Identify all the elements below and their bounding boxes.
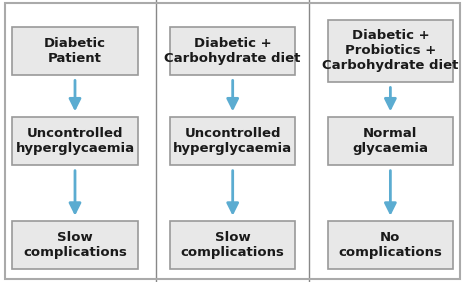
FancyBboxPatch shape [170,117,295,165]
Text: Uncontrolled
hyperglycaemia: Uncontrolled hyperglycaemia [173,127,292,155]
FancyBboxPatch shape [170,27,295,75]
Text: Slow
complications: Slow complications [181,231,284,259]
Text: Slow
complications: Slow complications [23,231,127,259]
FancyBboxPatch shape [12,27,137,75]
Text: No
complications: No complications [338,231,442,259]
Text: Diabetic +
Probiotics +
Carbohydrate diet: Diabetic + Probiotics + Carbohydrate die… [322,29,458,72]
FancyBboxPatch shape [170,221,295,269]
FancyBboxPatch shape [328,20,453,82]
Text: Diabetic +
Carbohydrate diet: Diabetic + Carbohydrate diet [164,37,301,65]
FancyBboxPatch shape [328,117,453,165]
FancyBboxPatch shape [12,221,137,269]
Text: Normal
glycaemia: Normal glycaemia [352,127,428,155]
FancyBboxPatch shape [12,117,137,165]
Text: Diabetic
Patient: Diabetic Patient [44,37,106,65]
FancyBboxPatch shape [328,221,453,269]
Text: Uncontrolled
hyperglycaemia: Uncontrolled hyperglycaemia [16,127,135,155]
